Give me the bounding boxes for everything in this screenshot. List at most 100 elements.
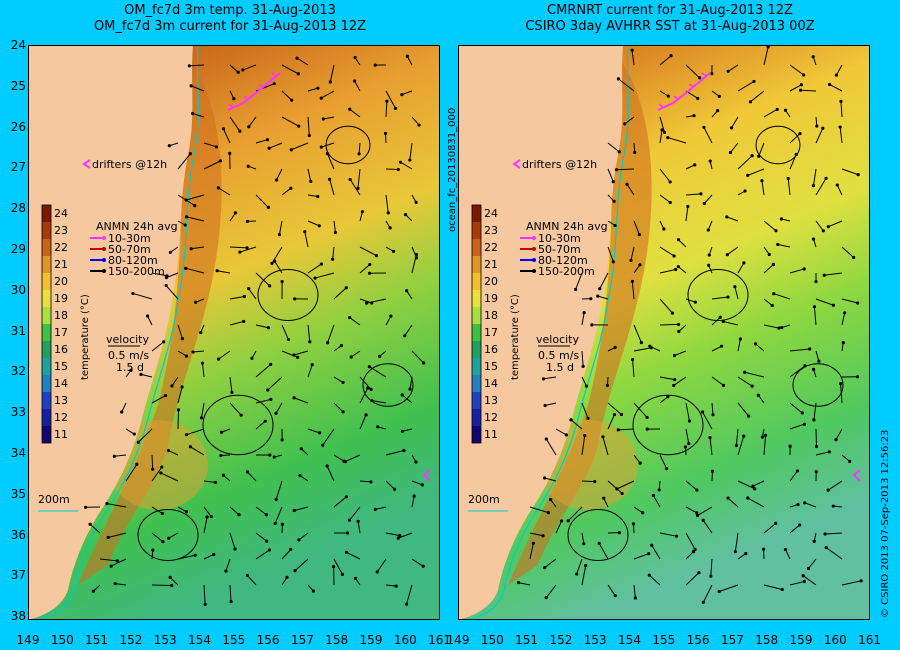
longitude-label-156: 156	[686, 633, 710, 647]
left-map-panel[interactable]: drifters @12h 24 23 22 21 20 19 18 17 16 15 14 13 12 1…	[28, 45, 440, 620]
colorbar-tick-18: 18	[54, 309, 68, 322]
velocity-arrows	[516, 45, 863, 604]
latitude-label-31: 31	[10, 323, 26, 338]
longitude-label-153: 153	[153, 633, 177, 647]
drifter-track	[227, 72, 431, 482]
latitude-label-26: 26	[10, 119, 26, 134]
velocity-scale-value: 0.5 m/s	[108, 349, 149, 362]
right-map-panel[interactable]: drifters @12h 24 23 22 21 20 19 18 17 16 15 14 13 12 1…	[458, 45, 870, 620]
colorbar-tick-12: 12	[54, 411, 68, 424]
drifters-label: drifters @12h	[522, 158, 597, 171]
longitude-label-157: 157	[720, 633, 744, 647]
latitude-label-35: 35	[10, 486, 26, 501]
longitude-label-161: 161	[428, 633, 452, 647]
colorbar-tick-17: 17	[54, 326, 68, 339]
latitude-label-34: 34	[10, 446, 26, 460]
colorbar-tick-16: 16	[54, 343, 68, 356]
latitude-label-36: 36	[10, 527, 26, 542]
anmn-depth-50-70m: 50-70m	[108, 243, 151, 256]
isobath-200m	[37, 45, 199, 620]
longitude-label-155: 155	[222, 633, 246, 647]
longitude-label-150: 150	[50, 633, 74, 647]
colorbar-tick-23: 23	[484, 224, 498, 237]
colorbar-tick-24: 24	[54, 207, 68, 220]
colorbar-tick-13: 13	[54, 394, 68, 407]
right-panel-title: CMRNRT current for 31-Aug-2013 12Z CSIRO…	[460, 3, 880, 35]
colorbar-axis-label: temperature (°C)	[80, 294, 91, 380]
colorbar-tick-21: 21	[484, 258, 498, 271]
colorbar-tick-21: 21	[54, 258, 68, 271]
anmn-title: ANMN 24h avg	[526, 220, 608, 233]
colorbar-tick-20: 20	[484, 275, 498, 288]
colorbar-tick-18: 18	[484, 309, 498, 322]
velocity-scale: velocity 0.5 m/s1.5 d	[106, 333, 149, 374]
velocity-time-value: 1.5 d	[116, 361, 144, 374]
latitude-label-38: 38	[10, 609, 26, 624]
longitude-label-154: 154	[618, 633, 641, 647]
longitude-label-158: 158	[325, 633, 349, 647]
velocity-scale-value: 0.5 m/s	[538, 349, 579, 362]
latitude-label-32: 32	[10, 364, 26, 379]
colorbar-tick-20: 20	[54, 275, 68, 288]
anmn-depth-80-120m: 80-120m	[538, 254, 588, 267]
longitude-label-159: 159	[359, 633, 383, 647]
colorbar-tick-14: 14	[484, 377, 498, 390]
anmn-depth-80-120m: 80-120m	[108, 254, 158, 267]
colorbar-tick-22: 22	[54, 241, 68, 254]
isobath-label: 200m	[468, 493, 500, 506]
latitude-label-28: 28	[10, 201, 26, 216]
anmn-depth-50-70m: 50-70m	[538, 243, 581, 256]
longitude-label-151: 151	[515, 633, 539, 647]
velocity-label: velocity	[536, 333, 579, 346]
colorbar-tick-11: 11	[54, 428, 68, 441]
latitude-label-33: 33	[10, 405, 26, 420]
colorbar-tick-24: 24	[484, 207, 498, 220]
isobath-200m	[467, 45, 629, 620]
latitude-label-27: 27	[10, 160, 26, 175]
temperature-colorbar: 24 23 22 21 20 19 18 17 16 15 14 13 12 11 temperature …	[471, 204, 521, 444]
left-title-line2: OM_fc7d 3m current for 31-Aug-2013 12Z	[93, 19, 367, 34]
longitude-label-149: 149	[16, 633, 40, 647]
land-mass	[28, 45, 193, 620]
longitude-label-156: 156	[256, 633, 280, 647]
colorbar-tick-17: 17	[484, 326, 498, 339]
colorbar-tick-12: 12	[484, 411, 498, 424]
drifters-legend: drifters @12h	[82, 158, 167, 171]
longitude-label-159: 159	[789, 633, 813, 647]
colorbar-tick-15: 15	[484, 360, 498, 373]
latitude-label-29: 29	[10, 242, 26, 256]
longitude-label-153: 153	[583, 633, 607, 647]
anmn-depth-10-30m: 10-30m	[538, 232, 581, 245]
left-title-line1: OM_fc7d 3m temp. 31-Aug-2013	[124, 3, 336, 18]
latitude-label-24: 24	[10, 38, 26, 52]
colorbar-tick-19: 19	[54, 292, 68, 305]
colorbar-tick-16: 16	[484, 343, 498, 356]
longitude-label-150: 150	[480, 633, 504, 647]
velocity-time-value: 1.5 d	[546, 361, 574, 374]
credit-label: © CSIRO 2013 07-Sep-2013 12:56:23	[880, 429, 891, 618]
anmn-depth-150-200m: 150-200m	[108, 265, 165, 278]
isobath-label: 200m	[38, 493, 70, 506]
colorbar-tick-11: 11	[484, 428, 498, 441]
longitude-label-152: 152	[549, 633, 573, 647]
longitude-label-160: 160	[393, 633, 417, 647]
forecast-id-label: ocean_fc_20130831_000	[447, 107, 458, 232]
latitude-label-25: 25	[10, 78, 26, 93]
longitude-label-154: 154	[188, 633, 211, 647]
anmn-title: ANMN 24h avg	[96, 220, 178, 233]
longitude-label-157: 157	[290, 633, 314, 647]
longitude-label-152: 152	[119, 633, 143, 647]
longitude-label-161: 161	[858, 633, 882, 647]
longitude-label-151: 151	[85, 633, 109, 647]
latitude-label-37: 37	[10, 568, 26, 583]
anmn-depth-150-200m: 150-200m	[538, 265, 595, 278]
longitude-label-160: 160	[823, 633, 847, 647]
colorbar-tick-19: 19	[484, 292, 498, 305]
colorbar-tick-22: 22	[484, 241, 498, 254]
drifter-track	[657, 72, 861, 482]
land-mass	[458, 45, 623, 620]
colorbar-tick-23: 23	[54, 224, 68, 237]
longitude-label-149: 149	[446, 633, 470, 647]
